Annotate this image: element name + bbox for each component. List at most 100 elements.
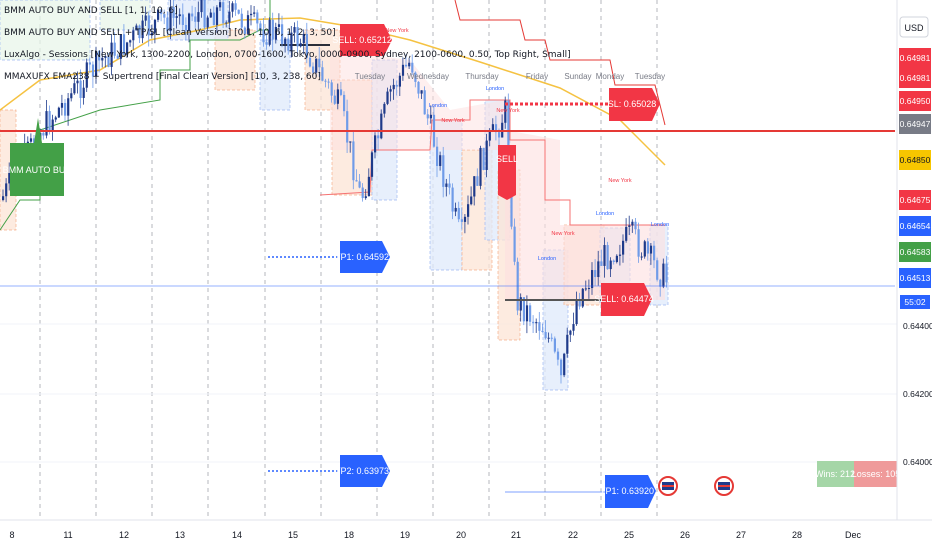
candle-body — [184, 24, 188, 31]
tp1-right-label: TP1: 0.63920 — [600, 486, 654, 496]
candle-body — [225, 22, 228, 24]
candle-body — [234, 3, 237, 10]
us-flag-event-icon[interactable] — [658, 476, 678, 496]
candle-body — [237, 9, 240, 14]
candle-body — [550, 337, 553, 339]
candle-body — [339, 89, 343, 95]
price-tag-label: 0.64675 — [900, 195, 931, 205]
candle-body — [95, 51, 98, 77]
session-day-labels: Tuesday Wednesday Thursday Friday Sunday Mond… — [355, 28, 669, 262]
candle-body — [355, 180, 358, 182]
indicator-legend-line[interactable]: MMAXUFX EMA238 + Supertrend [Final Clean… — [4, 72, 321, 82]
session-name-london: London — [429, 103, 447, 109]
candle-body — [29, 138, 33, 142]
candle-body — [60, 102, 64, 108]
candle-body — [222, 2, 225, 24]
candle-body — [364, 196, 367, 199]
sell-signal-low[interactable]: SELL: 0.64474 — [594, 283, 654, 316]
candle-body — [346, 111, 349, 143]
candle-body — [76, 80, 79, 84]
candle-body — [191, 13, 194, 17]
candle-body — [476, 176, 479, 186]
candle-body — [640, 256, 643, 258]
tp2-left-signal[interactable]: TP2: 0.63973 — [335, 455, 390, 487]
price-tag: 0.64654 — [899, 216, 931, 236]
candle-body — [463, 216, 467, 222]
tp1-left-signal[interactable]: TP1: 0.64592 — [335, 241, 390, 273]
stats-panel: Wins: 212 Losses: 105 — [815, 461, 900, 487]
candle-body — [107, 56, 110, 67]
candle-body — [64, 102, 67, 116]
candle-body — [600, 261, 603, 266]
indicator-legend-line[interactable]: LuxAlgo - Sessions [New York, 1300-2200,… — [4, 50, 571, 60]
candle-body — [116, 55, 119, 59]
candle-body — [587, 288, 591, 290]
candle-body — [631, 221, 634, 226]
candle-body — [200, 0, 203, 13]
sell-signal-low-label: SELL: 0.64474 — [594, 294, 654, 304]
candle-body — [519, 297, 522, 311]
indicator-legend-line[interactable]: BMM AUTO BUY AND SELL + TP/SL [Clean Ver… — [4, 28, 336, 38]
candle-body — [206, 17, 209, 28]
buy-signal[interactable]: BMM AUTO BUY — [3, 118, 72, 196]
candle-body — [144, 15, 147, 21]
candle-body — [197, 12, 200, 22]
candle-body — [268, 19, 271, 45]
candle-body — [398, 75, 401, 87]
time-tick-label: 18 — [344, 530, 354, 540]
candle-body — [48, 111, 51, 132]
candle-body — [429, 114, 432, 119]
currency-button[interactable]: USD — [899, 16, 929, 38]
price-tag-label: 0.64583 — [900, 247, 931, 257]
candle-body — [581, 288, 584, 307]
candle-body — [231, 3, 234, 12]
candle-body — [352, 141, 355, 181]
session-name-new-york: New York — [441, 118, 464, 124]
candle-body — [513, 226, 516, 262]
time-tick-label: 8 — [9, 530, 14, 540]
tp1-right-signal[interactable]: TP1: 0.63920 — [600, 475, 656, 508]
candle-body — [411, 62, 414, 73]
candle-body — [529, 305, 532, 322]
price-tag: 0.64981 — [899, 48, 931, 68]
candle-body — [265, 42, 268, 45]
candle-body — [612, 260, 615, 262]
candle-body — [327, 81, 330, 83]
candle-body — [169, 7, 172, 32]
candle-body — [426, 114, 429, 119]
candle-body — [389, 89, 392, 92]
time-axis[interactable] — [0, 520, 932, 550]
candle-body — [401, 64, 405, 76]
candle-body — [110, 42, 113, 67]
indicator-legend-line[interactable]: BMM AUTO BUY AND SELL [1, 1, 10, 6] — [4, 6, 178, 16]
candle-body — [119, 34, 122, 59]
candle-body — [659, 279, 662, 287]
candle-body — [284, 38, 287, 44]
candle-body — [274, 26, 277, 40]
price-tick-1: 0.64400 — [903, 321, 932, 331]
sell-signal-top[interactable]: SELL: 0.65212 — [332, 24, 392, 56]
candle-body — [609, 260, 612, 270]
candle-body — [491, 124, 494, 132]
candle-body — [622, 240, 625, 255]
candle-body — [643, 241, 646, 257]
time-tick-label: 13 — [175, 530, 185, 540]
supertrend-down-line — [319, 99, 665, 226]
candle-body — [535, 322, 538, 324]
candle-body — [556, 351, 560, 360]
candle-body — [157, 9, 160, 20]
candle-body — [281, 24, 284, 44]
us-flag-event-icon[interactable] — [714, 476, 734, 496]
candle-body — [367, 176, 370, 197]
candle-body — [250, 13, 253, 16]
price-tag: 0.64513 — [899, 268, 931, 288]
sell-signal-top-label: SELL: 0.65212 — [332, 35, 392, 45]
candle-body — [457, 207, 460, 220]
candle-body — [532, 321, 535, 324]
sl-signal[interactable]: SL: 0.65028 — [608, 88, 660, 121]
time-tick-label: 28 — [792, 530, 802, 540]
candle-body — [228, 11, 231, 23]
sell-signal-mid[interactable]: SELL — [496, 145, 518, 200]
candle-body — [172, 7, 175, 18]
